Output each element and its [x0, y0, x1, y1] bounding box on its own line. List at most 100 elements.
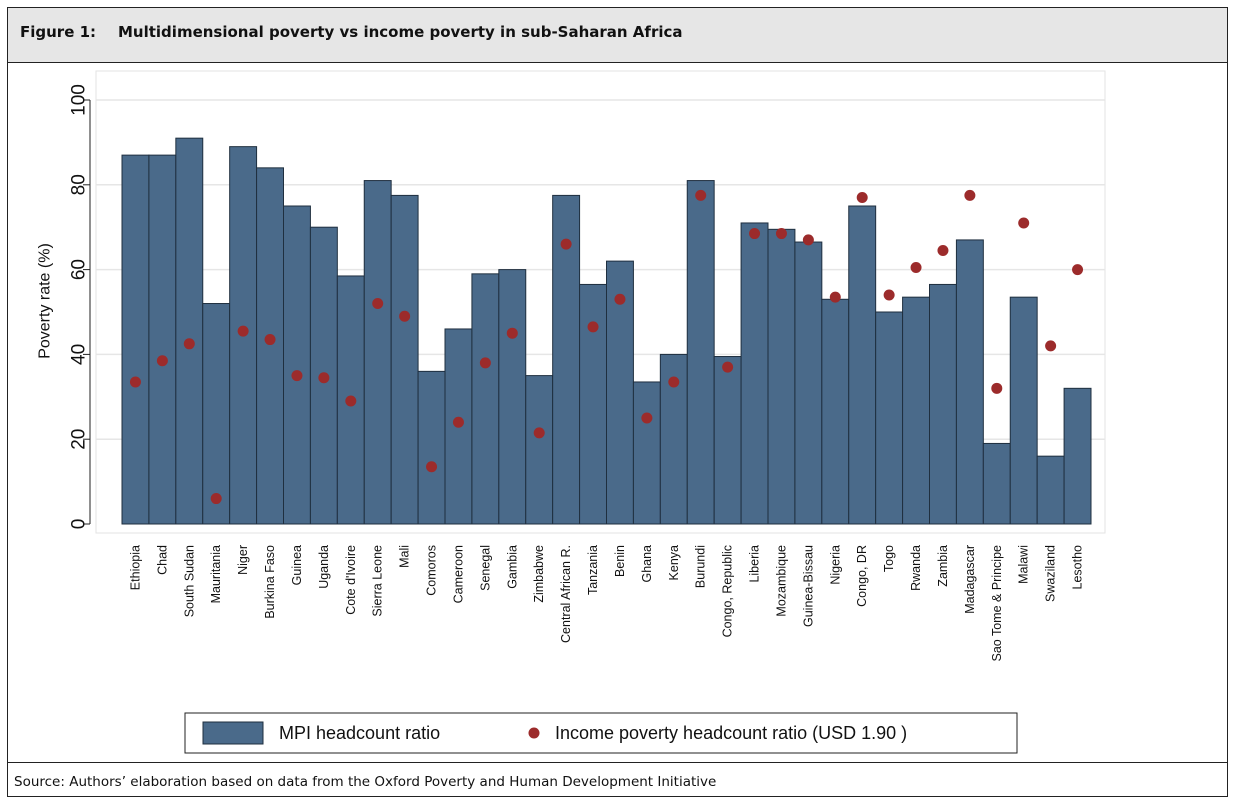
y-tick-label: 20: [69, 429, 90, 450]
dot-income-10: [399, 310, 411, 322]
legend-label-mpi: MPI headcount ratio: [279, 723, 440, 743]
bar-mpi-17: [579, 283, 607, 525]
x-tick-label: Niger: [236, 545, 250, 575]
x-tick-label: Sierra Leone: [371, 545, 385, 617]
source-note: Source: Authors’ elaboration based on da…: [14, 774, 717, 790]
dot-income-30: [937, 245, 949, 257]
x-tick-label: Ghana: [640, 545, 654, 583]
bar-mpi-9: [363, 180, 392, 525]
dot-income-6: [291, 370, 303, 382]
bar-mpi-23: [740, 222, 769, 525]
bar-mpi-33: [1009, 296, 1038, 525]
bar-mpi-24: [767, 228, 796, 525]
x-tick-label: Zimbabwe: [532, 545, 546, 603]
y-tick-label: 100: [69, 84, 90, 116]
bar-mpi-5: [256, 167, 284, 525]
x-tick-label: Ethiopia: [128, 545, 142, 590]
x-tick-label: Malawi: [1017, 545, 1031, 584]
y-tick-label: 80: [69, 174, 90, 195]
x-tick-label: Uganda: [317, 545, 331, 589]
bar-mpi-22: [713, 356, 742, 525]
bar-mpi-1: [148, 154, 177, 525]
x-tick-label: Benin: [613, 545, 627, 577]
dot-income-19: [641, 412, 653, 424]
x-tick-label: Burkina Faso: [263, 545, 277, 619]
dot-income-22: [722, 361, 734, 373]
dot-income-8: [345, 395, 357, 407]
legend-label-income: Income poverty headcount ratio (USD 1.90…: [555, 723, 907, 743]
legend-swatch-mpi: [202, 721, 264, 745]
dot-income-16: [560, 238, 572, 250]
dot-income-18: [614, 293, 626, 305]
dot-income-12: [452, 416, 464, 428]
y-tick-label: 40: [69, 344, 90, 365]
bar-mpi-3: [202, 303, 231, 525]
x-tick-label: Sao Tome & Principe: [990, 545, 1004, 662]
x-tick-label: Senegal: [478, 545, 492, 591]
x-tick-label: Kenya: [667, 545, 681, 580]
figure-frame: Figure 1: Multidimensional poverty vs in…: [7, 7, 1228, 797]
dot-income-0: [129, 376, 141, 388]
bar-mpi-21: [686, 180, 715, 525]
x-tick-label: Mozambique: [774, 545, 788, 617]
x-tick-label: South Sudan: [182, 545, 196, 617]
x-tick-label: Mali: [398, 545, 412, 568]
dot-income-29: [910, 261, 922, 273]
bar-mpi-29: [902, 296, 930, 525]
x-tick-label: Lesotho: [1071, 545, 1085, 590]
dot-income-33: [1018, 217, 1030, 229]
dot-income-15: [533, 427, 545, 439]
x-tick-label: Zambia: [936, 545, 950, 587]
poverty-chart: 0 20 40 60 80 100 Poverty rate (%) Ethiopia Chad…: [37, 70, 1106, 754]
x-tick-label: Gambia: [505, 545, 519, 589]
dot-income-20: [668, 376, 680, 388]
bar-mpi-6: [283, 205, 311, 525]
dot-income-9: [372, 298, 384, 310]
bar-mpi-14: [498, 269, 527, 525]
dot-income-17: [587, 321, 599, 333]
dot-income-25: [802, 234, 814, 246]
bar-mpi-7: [309, 226, 338, 525]
dot-income-2: [183, 338, 195, 350]
chart-area: 0 20 40 60 80 100 Poverty rate (%) Ethiopia Chad…: [8, 63, 1227, 763]
dot-income-34: [1045, 340, 1057, 352]
dot-income-7: [318, 372, 330, 384]
bar-mpi-19: [632, 381, 661, 525]
bar-mpi-28: [875, 311, 904, 525]
x-tick-label: Rwanda: [909, 545, 923, 591]
dot-income-13: [479, 357, 491, 369]
y-tick-label: 60: [69, 259, 90, 280]
bar-mpi-34: [1036, 455, 1065, 525]
bar-mpi-18: [606, 260, 634, 525]
bar-mpi-31: [955, 239, 984, 525]
x-tick-label: Mauritania: [209, 545, 223, 603]
dot-income-31: [964, 189, 976, 201]
bar-mpi-13: [471, 273, 500, 525]
bar-mpi-32: [982, 442, 1011, 525]
x-tick-label: Congo, Republic: [721, 545, 735, 637]
y-axis-title: Poverty rate (%): [37, 243, 54, 359]
x-tick-label: Guinea-Bissau: [801, 545, 815, 627]
dot-income-1: [156, 355, 168, 367]
x-tick-label: Cote d'Ivoire: [344, 545, 358, 615]
dot-income-26: [829, 291, 841, 303]
x-tick-label: Nigeria: [828, 545, 842, 585]
bar-mpi-10: [390, 194, 419, 525]
x-tick-label: Congo, DR: [855, 545, 869, 607]
x-tick-label: Swaziland: [1044, 545, 1058, 602]
x-tick-label: Madagascar: [963, 545, 977, 614]
y-tick-label: 0: [69, 519, 90, 530]
x-tick-label: Chad: [155, 545, 169, 575]
legend-box: [184, 712, 1018, 754]
dot-income-32: [991, 382, 1003, 394]
x-tick-label: Burundi: [694, 545, 708, 588]
dot-income-5: [264, 334, 276, 346]
x-tick-label: Guinea: [290, 545, 304, 585]
dot-income-28: [883, 289, 895, 301]
x-tick-label: Cameroon: [451, 545, 465, 603]
bar-mpi-0: [121, 154, 150, 525]
dot-income-23: [749, 228, 761, 240]
bar-mpi-27: [848, 205, 877, 525]
x-tick-label: Comoros: [425, 545, 439, 596]
bar-mpi-25: [794, 241, 823, 525]
